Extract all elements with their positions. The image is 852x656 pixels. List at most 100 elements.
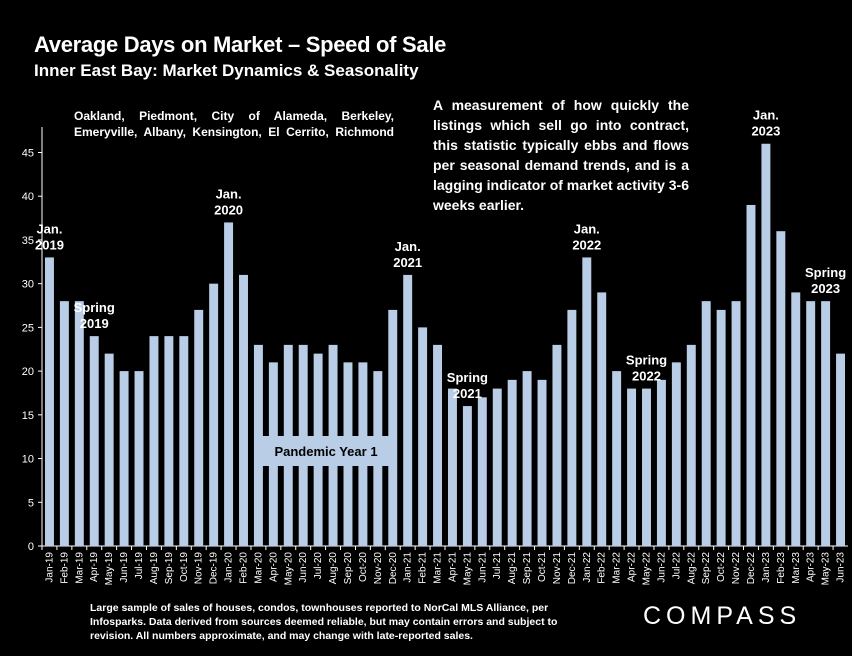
x-tick-label: Oct-20 [358, 552, 369, 582]
x-tick-label: Mar-23 [791, 552, 802, 584]
bar [701, 301, 711, 546]
bar [74, 301, 84, 546]
x-tick-label: Nov-21 [552, 552, 563, 585]
annotation-label: Jan. [36, 221, 62, 236]
bar [179, 336, 189, 546]
x-tick-label: May-23 [821, 552, 832, 586]
x-tick-label: Aug-19 [149, 552, 160, 585]
x-tick-label: Jul-20 [313, 552, 324, 580]
bar [239, 274, 248, 546]
x-tick-label: Dec-21 [567, 552, 578, 585]
bar [761, 143, 771, 546]
x-tick-label: Feb-19 [59, 552, 70, 584]
y-tick-label: 0 [28, 541, 34, 553]
pandemic-callout: Pandemic Year 1 [262, 436, 390, 466]
x-tick-label: Nov-20 [373, 552, 384, 585]
bar [59, 301, 69, 546]
bar [477, 397, 487, 546]
bar [582, 257, 592, 546]
x-tick-label: Mar-19 [74, 552, 85, 584]
x-tick-label: Jun-22 [656, 552, 667, 583]
bar [806, 301, 816, 546]
bar [194, 309, 204, 546]
bar [164, 336, 174, 546]
x-tick-label: May-20 [283, 552, 294, 586]
x-tick-label: Aug-20 [328, 552, 339, 585]
x-tick-label: Jan-19 [44, 552, 55, 583]
y-tick-label: 10 [22, 454, 34, 466]
x-tick-label: Sep-21 [522, 552, 533, 585]
x-tick-label: Aug-22 [686, 552, 697, 585]
chart-title: Average Days on Market – Speed of Sale [34, 32, 447, 57]
description-note: A measurement of how quickly the listing… [433, 97, 689, 213]
bar [522, 371, 532, 546]
x-tick-label: Jan-22 [582, 552, 593, 583]
bar [671, 362, 681, 546]
annotation-label: 2021 [393, 255, 422, 270]
x-tick-label: Dec-20 [388, 552, 399, 585]
y-tick-label: 5 [28, 497, 34, 509]
y-tick-label: 15 [22, 410, 34, 422]
annotation-label: 2019 [80, 316, 109, 331]
bar [552, 344, 562, 546]
y-tick-label: 25 [22, 322, 34, 334]
x-tick-label: Jan-21 [403, 552, 414, 583]
annotation-label: 2021 [453, 386, 482, 401]
annotation-label: 2022 [632, 369, 661, 384]
x-tick-label: Aug-21 [507, 552, 518, 585]
bar [627, 388, 637, 546]
bar [716, 309, 726, 546]
bar [104, 353, 114, 546]
x-tick-label: May-22 [642, 552, 653, 586]
bar [224, 222, 234, 546]
annotation-label: Jan. [395, 239, 421, 254]
x-tick-label: Oct-22 [716, 552, 727, 582]
annotation-label: Spring [74, 300, 115, 315]
x-tick-label: Feb-23 [776, 552, 787, 584]
x-tick-label: Apr-20 [268, 552, 279, 582]
x-tick-label: Feb-20 [239, 552, 250, 584]
bar [567, 309, 577, 546]
bar [836, 353, 846, 546]
bar [462, 406, 472, 546]
annotation-label: 2023 [751, 124, 780, 139]
annotation-label: Spring [626, 353, 667, 368]
bar [686, 344, 696, 546]
annotation-label: Spring [805, 265, 846, 280]
chart-subtitle: Inner East Bay: Market Dynamics & Season… [34, 61, 419, 80]
x-tick-label: Apr-19 [89, 552, 100, 582]
x-tick-label: Feb-22 [597, 552, 608, 584]
x-tick-label: Dec-19 [209, 552, 220, 585]
annotation-label: Jan. [753, 108, 779, 123]
x-tick-label: Mar-22 [612, 552, 623, 584]
bar [134, 371, 144, 546]
bar [44, 257, 54, 546]
x-tick-label: Mar-20 [253, 552, 264, 584]
x-tick-label: Nov-19 [194, 552, 205, 585]
x-tick-label: Jun-19 [119, 552, 130, 583]
bar [612, 371, 622, 546]
y-tick-label: 40 [22, 191, 34, 203]
bar [89, 336, 99, 546]
x-tick-label: Sep-22 [701, 552, 712, 585]
bar [119, 371, 129, 546]
x-tick-label: Oct-19 [179, 552, 190, 582]
x-tick-label: Dec-22 [746, 552, 757, 585]
y-tick-label: 35 [22, 235, 34, 247]
x-tick-label: Feb-21 [418, 552, 429, 584]
bar [149, 336, 159, 546]
x-tick-label: Apr-23 [806, 552, 817, 582]
bar [731, 301, 741, 546]
x-tick-label: Apr-21 [447, 552, 458, 582]
y-tick-label: 30 [22, 279, 34, 291]
x-tick-label: Oct-21 [537, 552, 548, 582]
annotation-label: Spring [447, 370, 488, 385]
bar [791, 292, 801, 546]
x-tick-label: Jun-20 [298, 552, 309, 583]
annotation-label: 2022 [572, 237, 601, 252]
areas-list: Oakland, Piedmont, City of Alameda, Berk… [74, 109, 394, 139]
bar [642, 388, 651, 546]
y-tick-label: 45 [22, 147, 34, 159]
bar [209, 283, 219, 546]
bar [821, 301, 831, 546]
